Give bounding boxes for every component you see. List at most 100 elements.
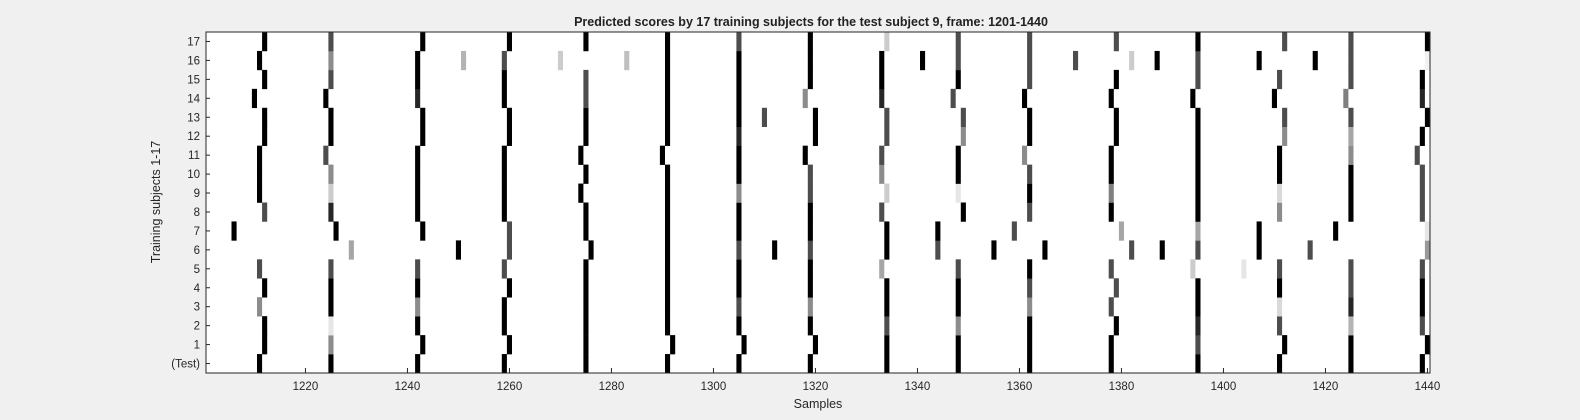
heatmap-cell bbox=[665, 221, 671, 241]
heatmap-cell bbox=[1419, 202, 1425, 222]
heatmap-cell bbox=[665, 107, 671, 128]
heatmap-cell bbox=[879, 259, 885, 279]
heatmap-cell bbox=[879, 69, 885, 90]
heatmap-cell bbox=[1129, 50, 1135, 71]
heatmap-cell bbox=[884, 221, 890, 241]
heatmap-cell bbox=[1277, 145, 1283, 165]
heatmap-cell bbox=[1195, 297, 1201, 317]
heatmap-cell bbox=[1154, 50, 1160, 71]
x-tick-label: 1400 bbox=[1211, 381, 1237, 393]
heatmap-cell bbox=[420, 335, 426, 355]
heatmap-cell bbox=[807, 221, 813, 241]
heatmap-cell bbox=[1277, 354, 1283, 374]
heatmap-cell bbox=[884, 278, 890, 298]
heatmap-cell bbox=[415, 202, 421, 222]
heatmap-cell bbox=[328, 126, 334, 146]
y-tick-label: (Test) bbox=[171, 359, 200, 371]
heatmap-cell bbox=[1195, 69, 1201, 90]
heatmap-cell bbox=[1027, 164, 1033, 184]
heatmap-cell bbox=[1195, 145, 1201, 165]
heatmap-cell bbox=[262, 107, 268, 128]
heatmap-cell bbox=[1348, 69, 1354, 90]
heatmap-cell bbox=[802, 88, 808, 109]
heatmap-cell bbox=[1159, 240, 1165, 260]
heatmap-cell bbox=[1277, 164, 1283, 184]
heatmap-cell bbox=[955, 164, 961, 184]
heatmap-cell bbox=[1027, 32, 1033, 52]
heatmap-cell bbox=[1195, 107, 1201, 128]
heatmap-cell bbox=[665, 278, 671, 298]
heatmap-cell bbox=[736, 221, 742, 241]
x-tick-label: 1440 bbox=[1415, 381, 1441, 393]
heatmap-cell bbox=[884, 335, 890, 355]
plot-frame bbox=[205, 31, 1431, 374]
heatmap-cell bbox=[1113, 69, 1119, 90]
heatmap-cell bbox=[257, 50, 263, 71]
heatmap-cell bbox=[879, 202, 885, 222]
heatmap-cell bbox=[501, 183, 507, 203]
heatmap-cell bbox=[1027, 50, 1033, 71]
heatmap-cell bbox=[1022, 88, 1028, 109]
heatmap-cell bbox=[1113, 278, 1119, 298]
heatmap-cell bbox=[583, 316, 589, 336]
heatmap-cell bbox=[415, 316, 421, 336]
heatmap-cell bbox=[583, 221, 589, 241]
heatmap-cell bbox=[665, 316, 671, 336]
heatmap-cell bbox=[1348, 316, 1354, 336]
heatmap-cell bbox=[1108, 145, 1114, 165]
heatmap-cell bbox=[262, 32, 268, 52]
heatmap-cell bbox=[884, 183, 890, 203]
heatmap-cell bbox=[328, 354, 334, 374]
heatmap-cell bbox=[1256, 221, 1262, 241]
heatmap-cell bbox=[1277, 69, 1283, 90]
heatmap-cell bbox=[1113, 316, 1119, 336]
heatmap-cell bbox=[935, 240, 941, 260]
heatmap-cell bbox=[955, 145, 961, 165]
heatmap-cell bbox=[1277, 202, 1283, 222]
heatmap-cell bbox=[1348, 278, 1354, 298]
heatmap-cell bbox=[257, 354, 263, 374]
heatmap-cell bbox=[736, 240, 742, 260]
heatmap-cell bbox=[1027, 297, 1033, 317]
heatmap-cell bbox=[1027, 69, 1033, 90]
heatmap-cell bbox=[812, 335, 818, 355]
heatmap-cell bbox=[262, 278, 268, 298]
heatmap-cell bbox=[1282, 107, 1288, 128]
x-tick-label: 1420 bbox=[1313, 381, 1339, 393]
heatmap-cell bbox=[1348, 335, 1354, 355]
heatmap-cell bbox=[415, 354, 421, 374]
heatmap-cell bbox=[1424, 335, 1430, 355]
heatmap-cell bbox=[1277, 259, 1283, 279]
heatmap-cell bbox=[955, 69, 961, 90]
heatmap-cell bbox=[1348, 107, 1354, 128]
heatmap-cell bbox=[1424, 50, 1430, 71]
heatmap-cell bbox=[1348, 50, 1354, 71]
heatmap-cell bbox=[1419, 69, 1425, 90]
heatmap-cell bbox=[955, 32, 961, 52]
heatmap-cell bbox=[1348, 126, 1354, 146]
heatmap-cell bbox=[415, 183, 421, 203]
heatmap-cell bbox=[1195, 335, 1201, 355]
heatmap-cell bbox=[1282, 335, 1288, 355]
heatmap-cell bbox=[583, 69, 589, 90]
heatmap-cell bbox=[1195, 316, 1201, 336]
heatmap-cell bbox=[328, 32, 334, 52]
heatmap-cell bbox=[1108, 354, 1114, 374]
heatmap-cell bbox=[884, 316, 890, 336]
heatmap-cell bbox=[415, 164, 421, 184]
heatmap-cell bbox=[1108, 202, 1114, 222]
heatmap-cell bbox=[736, 278, 742, 298]
heatmap-cell bbox=[665, 202, 671, 222]
heatmap-cell bbox=[1348, 354, 1354, 374]
heatmap-cell bbox=[1073, 50, 1079, 71]
heatmap-cell bbox=[1027, 126, 1033, 146]
heatmap-cell bbox=[1190, 259, 1196, 279]
heatmap-cell bbox=[328, 335, 334, 355]
heatmap-cell bbox=[665, 297, 671, 317]
heatmap-cell bbox=[1424, 107, 1430, 128]
heatmap-cell bbox=[583, 259, 589, 279]
heatmap-cell bbox=[665, 164, 671, 184]
heatmap-cell bbox=[231, 221, 237, 241]
heatmap-cell bbox=[328, 278, 334, 298]
